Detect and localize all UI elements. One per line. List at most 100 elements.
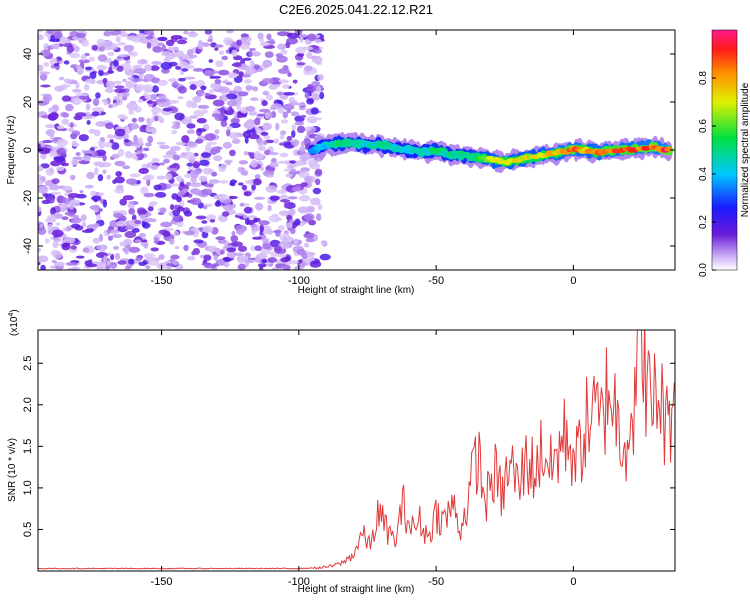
spectrogram-noise-blob <box>52 241 59 249</box>
spectrogram-noise-blob <box>183 210 193 217</box>
spectrogram-noise-blob <box>52 251 63 259</box>
spectrogram-noise-blob <box>111 142 120 150</box>
spectrogram-noise-blob <box>293 238 299 245</box>
spectrogram-noise-blob <box>307 33 317 41</box>
spectrogram-noise-blob <box>287 72 292 78</box>
spectrogram-noise-blob <box>102 154 107 162</box>
spectrogram-noise-blob <box>220 120 228 127</box>
spectrogram-noise-blob <box>75 82 80 89</box>
spectrogram-noise-blob <box>265 94 273 101</box>
spectrogram-noise-blob <box>226 99 238 107</box>
spectrogram-noise-blob <box>268 152 279 156</box>
spectrogram-noise-blob <box>237 245 247 252</box>
spectrogram-noise-blob <box>157 79 168 86</box>
spectrogram-noise-blob <box>312 48 322 54</box>
spectrogram-noise-blob <box>56 138 68 147</box>
spectrogram-noise-blob <box>38 30 42 33</box>
spectrogram-noise-blob <box>205 93 210 97</box>
spectrogram-noise-blob <box>109 229 119 234</box>
spectrogram-noise-blob <box>94 167 99 176</box>
spectrogram-noise-blob <box>113 96 120 101</box>
spectrogram-noise-blob <box>40 84 51 88</box>
spectrogram-noise-blob <box>134 84 146 92</box>
spectrogram-noise-blob <box>127 76 135 81</box>
spectrogram-noise-blob <box>237 166 243 173</box>
spectrogram-noise-blob <box>215 60 224 68</box>
spectrogram-noise-blob <box>168 238 175 245</box>
colorbar-label: Normalized spectral amplitude <box>740 82 750 217</box>
spectrogram-noise-blob <box>264 112 271 119</box>
spectrogram-noise-blob <box>154 191 167 198</box>
spectrogram-noise-blob <box>96 64 108 71</box>
spectrogram-noise-blob <box>38 248 42 252</box>
spectrogram-noise-blob <box>248 112 258 116</box>
spectrogram-noise-blob <box>280 257 290 263</box>
spectrogram-noise-blob <box>255 202 264 211</box>
snr-marks <box>38 330 675 570</box>
spectrogram-noise-blob <box>192 68 204 72</box>
spectrogram-noise-blob <box>88 128 96 134</box>
spectrogram-noise-blob <box>243 121 256 130</box>
spectrogram-noise-blob <box>310 107 319 115</box>
spectrogram-noise-blob <box>134 68 147 75</box>
spectrogram-noise-blob <box>254 245 262 252</box>
spectrogram-noise-blob <box>43 62 50 67</box>
spectrogram-noise-blob <box>156 141 166 145</box>
spectrogram-noise-blob <box>222 80 227 84</box>
spectrogram-noise-blob <box>69 174 76 181</box>
spectrogram-noise-blob <box>126 35 139 41</box>
spectrogram-noise-blob <box>186 141 198 148</box>
spectrogram-noise-blob <box>146 117 151 125</box>
spectrogram-noise-blob <box>60 203 67 211</box>
spectrogram-noise-blob <box>62 112 70 118</box>
spectrogram-noise-blob <box>143 253 156 259</box>
spectrogram-noise-blob <box>238 256 243 264</box>
snr-multiplier: (x104) <box>8 309 20 336</box>
spectrogram-noise-blob <box>204 133 216 141</box>
spectrogram-noise-blob <box>38 179 43 186</box>
spectrogram-noise-blob <box>279 134 285 140</box>
spectrogram-noise-blob <box>78 134 89 142</box>
spectrogram-noise-blob <box>151 77 161 84</box>
spectrogram-noise-blob <box>38 185 49 194</box>
spectrogram-noise-blob <box>177 77 186 82</box>
spectrogram-noise-blob <box>226 128 231 137</box>
spectrogram-noise-blob <box>242 74 252 78</box>
spectrogram-noise-blob <box>196 117 207 124</box>
spectrogram-noise-blob <box>275 217 283 221</box>
spectrogram-noise-blob <box>151 85 159 93</box>
spectrogram-ridge-blob <box>664 146 673 152</box>
spectrogram-noise-blob <box>172 81 179 87</box>
colorbar-tick-label: 0.0 <box>698 263 709 277</box>
spectrogram-noise-blob <box>125 60 131 64</box>
spectrogram-noise-blob <box>240 33 250 38</box>
spectrogram-noise-blob <box>201 220 208 224</box>
y-tick-label: 2.5 <box>22 356 34 371</box>
spectrogram-noise-blob <box>262 59 273 68</box>
spectrogram-noise-blob <box>170 145 181 152</box>
spectrogram-noise-blob <box>172 209 181 217</box>
spectrogram-noise-blob <box>307 84 314 90</box>
spectrogram-noise-blob <box>275 229 281 237</box>
spectrogram-noise-blob <box>186 162 194 167</box>
spectrogram-noise-blob <box>112 102 119 108</box>
spectrogram-noise-blob <box>257 113 265 117</box>
spectrogram-noise-blob <box>297 206 310 214</box>
spectrogram-noise-blob <box>149 65 160 71</box>
spectrogram-noise-blob <box>123 44 135 52</box>
spectrogram-noise-blob <box>138 232 146 238</box>
spectrogram-noise-blob <box>140 186 149 195</box>
spectrogram-noise-blob <box>225 81 233 86</box>
spectrogram-noise-blob <box>296 248 306 256</box>
spectrogram-noise-blob <box>67 193 80 198</box>
y-tick-label: 1.5 <box>22 439 34 454</box>
spectrogram-noise-blob <box>102 244 107 250</box>
spectrogram-noise-blob <box>193 239 204 244</box>
spectrogram-noise-blob <box>180 152 188 157</box>
spectrogram-noise-blob <box>91 195 102 201</box>
spectrogram-noise-blob <box>258 220 270 226</box>
spectrogram-noise-blob <box>243 214 248 219</box>
y-tick-label: 0.5 <box>22 522 34 537</box>
spectrogram-noise-blob <box>312 55 323 64</box>
spectrogram-noise-blob <box>51 178 60 185</box>
